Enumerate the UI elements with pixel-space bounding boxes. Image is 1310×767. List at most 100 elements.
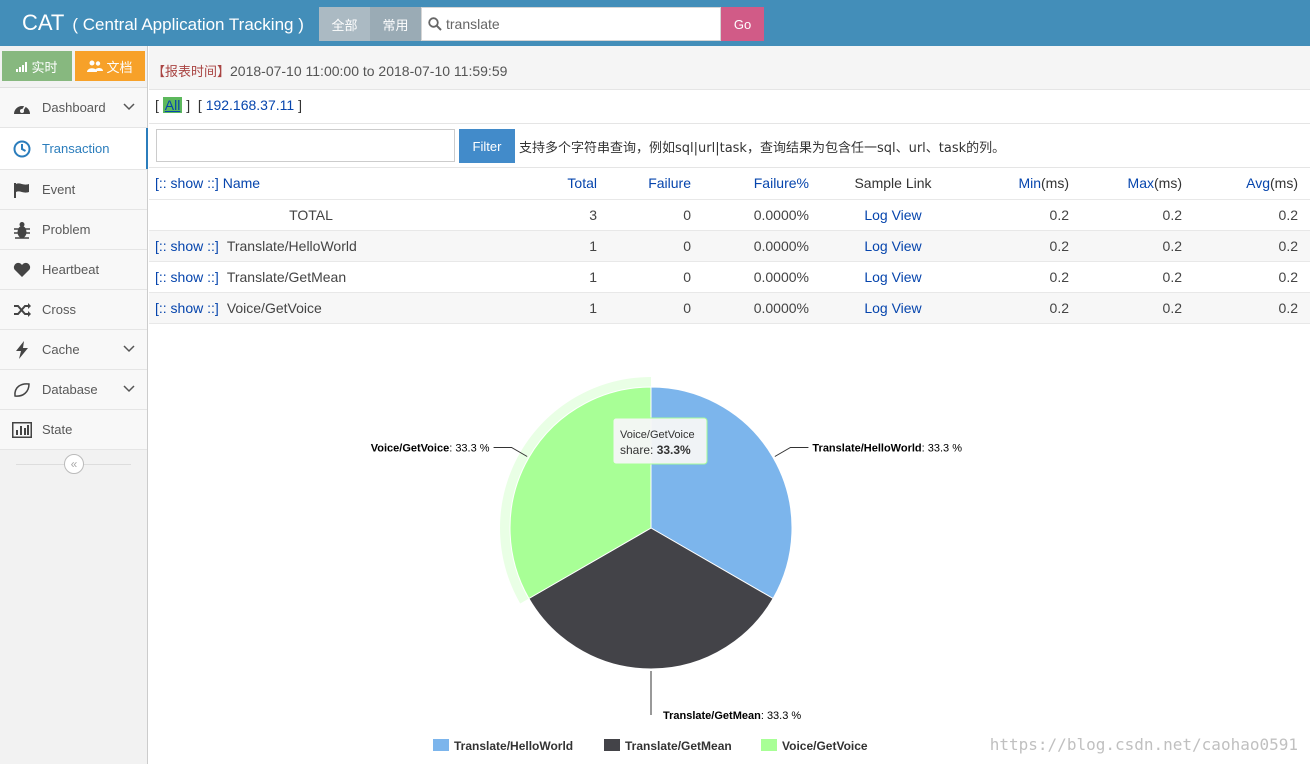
go-button[interactable]: Go [721,7,764,41]
filter-bar: Filter 支持多个字符串查询，例如sql|url|task，查询结果为包含任… [149,124,1310,168]
table-row: [:: show ::] Translate/GetMean 1 0 0.0000… [149,261,1310,293]
scope-all-button[interactable]: 全部 [319,7,370,41]
brand[interactable]: CAT ( Central Application Tracking ) [22,10,304,36]
filter-button[interactable]: Filter [459,129,515,163]
sidebar-item-cache[interactable]: Cache [0,330,147,370]
chevron-down-icon [123,103,135,111]
ip-link[interactable]: 192.168.37.11 [205,97,295,113]
log-view-link[interactable]: Log View [864,299,922,316]
avg-column-header[interactable]: Avg(ms) [1194,168,1310,200]
ip-all-link[interactable]: All [162,97,183,113]
row-name: Translate/HelloWorld [226,237,357,254]
row-failure: 0 [609,230,703,262]
sidebar-item-label: Cache [42,342,80,357]
row-avg: 0.2 [1194,261,1310,293]
heart-icon [12,260,32,280]
min-header-unit: (ms) [1041,175,1069,192]
row-min: 0.2 [971,199,1081,231]
total-column-header[interactable]: Total [479,168,609,200]
sidebar-item-label: State [42,422,73,437]
pie-data-label: Voice/GetVoice: 33.3 % [371,443,490,455]
brand-subtitle: ( Central Application Tracking ) [72,15,304,34]
pie-tooltip: Voice/GetVoice share: 33.3% [612,417,708,465]
show-all-link[interactable]: [:: show ::] [155,175,219,192]
pie-data-label: Translate/HelloWorld: 33.3 % [812,443,962,455]
pie-chart: Translate/HelloWorld: 33.3 % Translate/Ge… [149,322,1310,764]
shuffle-icon [12,300,32,320]
sidebar-item-transaction[interactable]: Transaction [0,128,148,170]
bar-chart-icon [12,420,32,440]
realtime-button[interactable]: 实时 [2,51,72,81]
report-time-bar: 【报表时间】2018-07-10 11:00:00 to 2018-07-10 … [149,46,1310,90]
users-icon [87,60,104,72]
sidebar-item-problem[interactable]: Problem [0,210,147,250]
row-failure: 0 [609,199,703,231]
realtime-label: 实时 [31,60,58,76]
sidebar: 实时 文档 Dashboard Transaction Event [0,46,148,764]
row-show-link[interactable]: [:: show ::] [155,268,219,285]
docs-button[interactable]: 文档 [75,51,145,81]
sidebar-item-label: Cross [42,302,76,317]
collapse-sidebar-button[interactable]: « [64,454,84,474]
name-column-header: [:: show ::] Name [149,168,479,200]
row-max: 0.2 [1081,292,1194,324]
row-show-link[interactable]: [:: show ::] [155,237,219,254]
log-view-link[interactable]: Log View [864,206,922,223]
sidebar-collapse-row: « [0,450,147,478]
top-header: CAT ( Central Application Tracking ) 全部 常… [0,0,1310,46]
sidebar-item-dashboard[interactable]: Dashboard [0,88,147,128]
ip-filter-bar: [ All ] [ 192.168.37.11 ] [149,90,1310,124]
filter-input[interactable] [156,129,455,162]
search-box [421,7,721,41]
max-header-unit: (ms) [1154,175,1182,192]
watermark: https://blog.csdn.net/caohao0591 [989,735,1298,754]
name-sort-link[interactable]: Name [222,175,261,192]
scope-toggle: 全部 常用 [319,7,421,41]
row-total: 1 [479,292,609,324]
failure-column-header[interactable]: Failure [609,168,703,200]
sidebar-item-label: Event [42,182,76,197]
min-column-header[interactable]: Min(ms) [971,168,1081,200]
row-failure-pct: 0.0000% [703,199,821,231]
row-failure: 0 [609,261,703,293]
sidebar-item-database[interactable]: Database [0,370,147,410]
row-max: 0.2 [1081,261,1194,293]
row-min: 0.2 [971,292,1081,324]
filter-hint: 支持多个字符串查询，例如sql|url|task，查询结果为包含任一sql、ur… [519,141,1006,156]
row-avg: 0.2 [1194,230,1310,262]
failure-pct-column-header[interactable]: Failure% [703,168,821,200]
avg-header-label: Avg [1246,175,1270,192]
search-input[interactable] [446,16,706,32]
legend-item[interactable]: Translate/GetMean [604,739,732,753]
legend-label: Translate/HelloWorld [454,739,573,753]
table-header-row: [:: show ::] Name Total Failure Failure%… [149,168,1310,200]
pie-connector-line [774,447,809,457]
row-show-link[interactable]: [:: show ::] [155,299,219,316]
docs-label: 文档 [106,60,133,76]
log-view-link[interactable]: Log View [864,268,922,285]
row-total: 1 [479,261,609,293]
legend-swatch [761,739,777,751]
sidebar-item-event[interactable]: Event [0,170,147,210]
max-column-header[interactable]: Max(ms) [1081,168,1194,200]
row-avg: 0.2 [1194,292,1310,324]
legend-item[interactable]: Translate/HelloWorld [433,739,573,753]
sidebar-item-cross[interactable]: Cross [0,290,147,330]
row-name: TOTAL [149,199,479,231]
sidebar-item-label: Database [42,382,98,397]
tooltip-series: Voice/GetVoice [620,429,695,441]
row-total: 1 [479,230,609,262]
log-view-link[interactable]: Log View [864,237,922,254]
scope-common-button[interactable]: 常用 [370,7,421,41]
table-row-total: TOTAL 3 0 0.0000% Log View 0.2 0.2 0.2 [149,199,1310,231]
sidebar-item-state[interactable]: State [0,410,147,450]
row-total: 3 [479,199,609,231]
legend-swatch [604,739,620,751]
chevron-down-icon [123,345,135,353]
legend-item[interactable]: Voice/GetVoice [761,739,868,753]
row-avg: 0.2 [1194,199,1310,231]
report-time-label: 【报表时间】 [152,65,231,80]
sidebar-item-heartbeat[interactable]: Heartbeat [0,250,147,290]
bolt-icon [12,340,32,360]
row-name: Translate/GetMean [226,268,347,285]
